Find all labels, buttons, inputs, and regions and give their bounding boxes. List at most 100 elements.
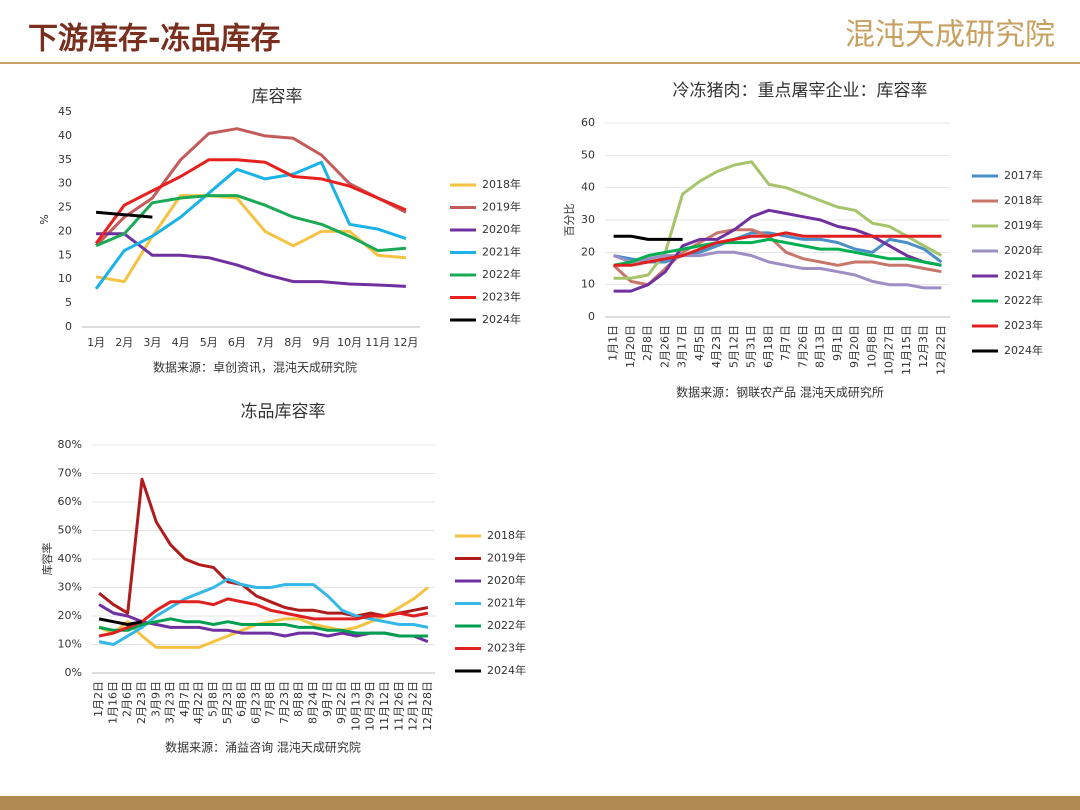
legend-label: 2022年 <box>487 618 526 632</box>
y-tick-label: 40 <box>581 181 595 194</box>
legend-label: 2020年 <box>1004 243 1043 257</box>
x-tick-label: 4月7日 <box>178 681 191 717</box>
x-tick-label: 4月 <box>172 336 190 349</box>
y-tick-label: 30 <box>581 213 595 226</box>
legend-label: 2021年 <box>487 596 526 610</box>
x-tick-label: 7月23日 <box>278 681 291 724</box>
x-tick-label: 11月26日 <box>392 681 405 731</box>
series-line <box>95 210 153 219</box>
x-tick-label: 5月 <box>200 336 218 349</box>
x-tick-label: 4月5日 <box>693 325 706 361</box>
x-tick-label: 7月7日 <box>779 325 792 361</box>
x-tick-label: 3月23日 <box>164 681 177 724</box>
y-tick-label: 50% <box>58 524 82 537</box>
x-tick-label: 9月20日 <box>848 325 861 368</box>
legend-label: 2024年 <box>1004 343 1043 357</box>
x-tick-label: 3月17日 <box>676 325 689 368</box>
y-tick-label: 15 <box>58 248 72 261</box>
x-tick-label: 7月26日 <box>796 325 809 368</box>
x-tick-label: 12月22日 <box>934 325 947 375</box>
legend-label: 2020年 <box>482 222 521 236</box>
y-tick-label: 5 <box>65 296 72 309</box>
legend-label: 2017年 <box>1004 168 1043 182</box>
y-tick-label: 0% <box>65 666 82 679</box>
y-tick-label: 20 <box>58 224 72 237</box>
legend-label: 2021年 <box>482 245 521 259</box>
x-tick-label: 6月 <box>228 336 246 349</box>
legend-label: 2023年 <box>487 641 526 655</box>
x-tick-label: 7月 <box>256 336 274 349</box>
x-tick-label: 12月12日 <box>407 681 420 731</box>
x-tick-label: 10月 <box>337 336 362 349</box>
x-tick-label: 1月1日 <box>607 325 620 361</box>
chart-title: 冷冻猪肉：重点屠宰企业：库容率 <box>673 81 928 101</box>
series-line <box>98 617 428 638</box>
y-tick-label: 40% <box>58 552 82 565</box>
legend-label: 2018年 <box>482 177 521 191</box>
series-line <box>95 194 407 284</box>
series-line <box>94 158 407 245</box>
legend-label: 2024年 <box>482 312 521 326</box>
x-tick-label: 1月16日 <box>106 681 119 724</box>
y-tick-label: 35 <box>58 153 72 166</box>
x-tick-label: 8月8日 <box>292 681 305 717</box>
legend-label: 2019年 <box>1004 218 1043 232</box>
y-tick-label: 45 <box>58 105 72 118</box>
y-axis-label: 百分比 <box>563 204 576 237</box>
series-line <box>98 477 429 618</box>
y-axis-label: 库容率 <box>40 543 54 576</box>
x-tick-label: 5月12日 <box>727 325 740 368</box>
series-line <box>98 617 143 626</box>
legend-label: 2023年 <box>482 290 521 304</box>
source: 数据来源：钢联农产品 混沌天成研究所 <box>676 385 884 400</box>
footer-bar <box>0 796 1080 810</box>
x-tick-label: 1月20日 <box>624 325 637 368</box>
source: 数据来源：卓创资讯，混沌天成研究院 <box>153 360 357 375</box>
x-tick-label: 7月8日 <box>264 681 277 717</box>
y-tick-label: 60 <box>581 116 595 129</box>
series-line <box>96 232 406 288</box>
legend-label: 2019年 <box>482 200 521 214</box>
x-tick-label: 8月24日 <box>307 681 320 724</box>
series-line <box>94 160 407 290</box>
x-tick-label: 11月 <box>365 336 390 349</box>
series-line <box>613 231 942 267</box>
y-tick-label: 20% <box>58 609 82 622</box>
x-tick-label: 12月 <box>393 336 418 349</box>
series-line <box>98 577 429 646</box>
y-tick-label: 80% <box>58 438 82 451</box>
y-tick-label: 50 <box>581 148 595 161</box>
x-tick-label: 4月23日 <box>710 325 723 368</box>
source: 数据来源：涌益咨询 混沌天成研究院 <box>165 740 361 755</box>
y-tick-label: 10% <box>58 638 82 651</box>
x-tick-label: 12月28日 <box>421 681 434 731</box>
y-tick-label: 10 <box>581 278 595 291</box>
series-line <box>613 250 942 290</box>
x-tick-label: 11月15日 <box>900 325 913 375</box>
x-tick-label: 1月2日 <box>92 681 105 717</box>
legend-label: 2018年 <box>1004 193 1043 207</box>
x-tick-label: 9月7日 <box>321 681 334 717</box>
y-tick-label: 70% <box>58 467 82 480</box>
x-tick-label: 10月29日 <box>364 681 377 731</box>
x-tick-label: 6月8日 <box>235 681 248 717</box>
x-tick-label: 6月23日 <box>249 681 262 724</box>
y-axis-label: % <box>38 214 51 224</box>
series-line <box>613 237 942 267</box>
series-line <box>95 194 407 253</box>
x-tick-label: 6月18日 <box>762 325 775 368</box>
slide-title: 下游库存-冻品库存 <box>28 22 280 57</box>
legend-label: 2020年 <box>487 573 526 587</box>
legend-label: 2021年 <box>1004 268 1043 282</box>
x-tick-label: 8月 <box>284 336 302 349</box>
x-tick-label: 2月23日 <box>135 681 148 724</box>
x-tick-label: 10月27日 <box>883 325 896 375</box>
x-tick-label: 9月1日 <box>831 325 844 361</box>
legend-label: 2024年 <box>487 663 526 677</box>
x-tick-label: 9月 <box>312 336 330 349</box>
x-tick-label: 9月22日 <box>335 681 348 724</box>
y-tick-label: 30% <box>58 581 82 594</box>
y-tick-label: 40 <box>58 129 72 142</box>
series-line <box>613 208 942 293</box>
